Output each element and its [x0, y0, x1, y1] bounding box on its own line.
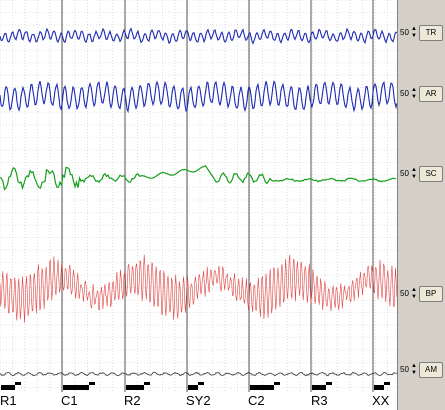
channel-scale-value: 50	[400, 289, 409, 298]
event-marker	[1, 385, 15, 390]
channel-scale-value: 50	[400, 365, 409, 374]
event-marker	[374, 385, 384, 390]
up-arrow-icon[interactable]: ▲	[411, 167, 417, 173]
segment-label[interactable]: SY2	[186, 393, 211, 408]
channel-control-panel: 50 ▲ ▼ TR 50 ▲ ▼ AR 50 ▲ ▼ SC 50	[397, 0, 445, 410]
channel-scale-value: 50	[400, 89, 409, 98]
down-arrow-icon[interactable]: ▼	[411, 370, 417, 376]
channel-control-tr: 50 ▲ ▼ TR	[400, 25, 444, 41]
channel-button-am[interactable]: AM	[419, 362, 443, 378]
segment-label[interactable]: XX	[372, 393, 390, 408]
channel-scale-value: 50	[400, 169, 409, 178]
channel-control-sc: 50 ▲ ▼ SC	[400, 166, 444, 182]
channel-control-am: 50 ▲ ▼ AM	[400, 362, 444, 378]
event-marker	[63, 385, 89, 390]
waveform-ar	[0, 80, 397, 114]
chart-plot-area	[0, 0, 397, 392]
channel-button-tr[interactable]: TR	[419, 25, 443, 41]
down-arrow-icon[interactable]: ▼	[411, 33, 417, 39]
channel-button-sc[interactable]: SC	[419, 166, 443, 182]
waveform-am	[0, 371, 397, 377]
up-arrow-icon[interactable]: ▲	[411, 287, 417, 293]
event-marker	[312, 385, 326, 390]
scale-spinner[interactable]: ▲ ▼	[410, 87, 418, 101]
event-marker	[188, 385, 198, 390]
waveform-tr	[0, 27, 397, 45]
scale-spinner[interactable]: ▲ ▼	[410, 167, 418, 181]
up-arrow-icon[interactable]: ▲	[411, 87, 417, 93]
segment-label-row: R1 C1 R2 SY2 C2 R3 XX	[0, 392, 397, 410]
event-marker	[126, 385, 144, 390]
event-marker	[250, 385, 274, 390]
down-arrow-icon[interactable]: ▼	[411, 294, 417, 300]
channel-button-ar[interactable]: AR	[419, 86, 443, 102]
down-arrow-icon[interactable]: ▼	[411, 94, 417, 100]
channel-control-bp: 50 ▲ ▼ BP	[400, 286, 444, 302]
channel-control-ar: 50 ▲ ▼ AR	[400, 86, 444, 102]
segment-label[interactable]: R1	[0, 393, 17, 408]
scale-spinner[interactable]: ▲ ▼	[410, 363, 418, 377]
segment-label[interactable]: R2	[124, 393, 141, 408]
waveform-canvas	[0, 0, 397, 392]
event-marker-tab	[198, 382, 204, 385]
event-marker-tab	[326, 382, 332, 385]
waveform-sc	[0, 165, 397, 191]
event-marker-tab	[274, 382, 280, 385]
event-marker-tab	[384, 382, 390, 385]
up-arrow-icon[interactable]: ▲	[411, 363, 417, 369]
event-marker-tab	[144, 382, 150, 385]
channel-scale-value: 50	[400, 28, 409, 37]
down-arrow-icon[interactable]: ▼	[411, 174, 417, 180]
scale-spinner[interactable]: ▲ ▼	[410, 287, 418, 301]
event-marker-tab	[89, 382, 95, 385]
segment-label[interactable]: C2	[248, 393, 265, 408]
event-marker-tab	[15, 382, 21, 385]
channel-button-bp[interactable]: BP	[419, 286, 443, 302]
up-arrow-icon[interactable]: ▲	[411, 26, 417, 32]
waveform-bp	[0, 254, 397, 323]
scale-spinner[interactable]: ▲ ▼	[410, 26, 418, 40]
segment-label[interactable]: R3	[311, 393, 328, 408]
segment-label[interactable]: C1	[61, 393, 78, 408]
